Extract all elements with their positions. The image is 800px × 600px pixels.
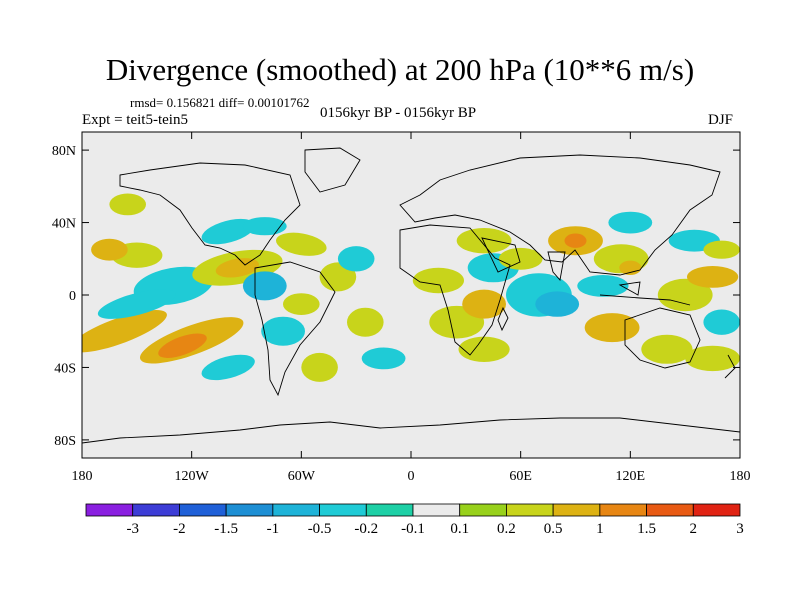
colorbar-swatch-5 <box>319 503 367 517</box>
anomaly-patch-24 <box>462 289 506 319</box>
anomaly-patch-15 <box>158 333 207 358</box>
x-tick-label-5: 120E <box>616 469 646 484</box>
anomaly-patch-35 <box>577 275 629 297</box>
colorbar-swatch-9 <box>506 503 554 517</box>
colorbar-swatch-6 <box>365 503 414 517</box>
y-tick-label-4: 80S <box>54 434 76 449</box>
axis-ticks: 180 120W 60W 0 60E 120E 180 80N 40N 0 40S 80S <box>52 132 751 484</box>
anomaly-patch-20 <box>347 307 384 337</box>
anomaly-patch-37 <box>608 211 653 234</box>
anomaly-patch-10 <box>283 293 320 315</box>
y-tick-label-1: 40N <box>52 217 76 232</box>
colorbar-label-13: 3 <box>736 521 744 537</box>
y-tick-label-3: 40S <box>54 361 76 376</box>
colorbar-label-8: 0.2 <box>497 521 516 537</box>
colorbar-label-0: -3 <box>126 521 139 537</box>
x-tick-label-6: 180 <box>730 469 751 484</box>
colorbar-label-4: -0.5 <box>308 521 332 537</box>
colorbar-swatch-13 <box>692 503 741 517</box>
colorbar-swatch-12 <box>646 503 694 517</box>
colorbar-swatch-11 <box>599 503 647 517</box>
anomaly-patch-39 <box>687 266 739 288</box>
plot-area: 180 120W 60W 0 60E 120E 180 80N 40N 0 40S 80S <box>52 131 751 484</box>
colorbar-label-2: -1.5 <box>214 521 238 537</box>
colorbar-swatch-4 <box>272 503 320 517</box>
anomaly-patch-2 <box>91 238 128 261</box>
anomaly-field <box>82 193 740 382</box>
colorbar-swatch-1 <box>132 503 180 517</box>
anomaly-patch-41 <box>703 240 740 259</box>
anomaly-patch-7 <box>242 217 287 236</box>
anomaly-patch-9 <box>242 271 287 301</box>
colorbar: -3 -2 -1.5 -1 -0.5 -0.2 -0.1 0.1 0.2 0.5 1 1.5 2 3 <box>85 503 744 537</box>
anomaly-patch-12 <box>337 246 375 272</box>
x-tick-label-0: 180 <box>72 469 93 484</box>
anomaly-patch-30 <box>535 291 580 317</box>
anomaly-patch-18 <box>261 316 305 346</box>
colorbar-swatch-8 <box>459 503 507 517</box>
chart-title: Divergence (smoothed) at 200 hPa (10**6 … <box>105 52 695 87</box>
experiment-label: Expt = teit5-tein5 <box>82 112 188 128</box>
anomaly-patch-8 <box>276 232 327 256</box>
colorbar-label-6: -0.1 <box>401 521 425 537</box>
anomaly-patch-22 <box>412 267 464 294</box>
x-tick-label-2: 60W <box>288 469 316 484</box>
anomaly-patch-32 <box>564 233 587 248</box>
colorbar-label-9: 0.5 <box>544 521 563 537</box>
colorbar-label-7: 0.1 <box>450 521 469 537</box>
colorbar-swatch-7 <box>412 503 461 517</box>
x-tick-label-3: 0 <box>408 469 415 484</box>
season-label: DJF <box>708 112 734 128</box>
anomaly-patch-21 <box>361 347 406 370</box>
anomaly-patch-43 <box>685 345 740 372</box>
colorbar-label-5: -0.2 <box>354 521 378 537</box>
colorbar-label-10: 1 <box>596 521 604 537</box>
anomaly-patch-19 <box>301 352 338 382</box>
colorbar-swatch-3 <box>225 503 274 517</box>
y-tick-label-0: 80N <box>52 144 76 159</box>
anomaly-patch-38 <box>657 278 713 312</box>
period-label: 0156kyr BP - 0156kyr BP <box>320 105 477 121</box>
anomaly-patch-17 <box>201 354 255 381</box>
anomaly-patch-16 <box>97 289 176 319</box>
coastlines <box>82 147 740 444</box>
anomaly-patch-44 <box>703 309 740 335</box>
colorbar-swatch-0 <box>85 503 134 517</box>
colorbar-label-11: 1.5 <box>637 521 656 537</box>
colorbar-label-3: -1 <box>267 521 280 537</box>
anomaly-patch-3 <box>109 193 146 216</box>
colorbar-swatch-10 <box>552 503 601 517</box>
anomaly-patch-27 <box>456 228 512 254</box>
anomaly-patch-6 <box>201 218 255 245</box>
anomaly-patch-13 <box>82 310 167 353</box>
colorbar-swatch-2 <box>179 503 227 517</box>
colorbar-label-1: -2 <box>173 521 186 537</box>
colorbar-label-12: 2 <box>690 521 698 537</box>
y-tick-label-2: 0 <box>69 289 76 304</box>
x-tick-label-4: 60E <box>509 469 532 484</box>
anomaly-patch-36 <box>584 313 640 343</box>
anomaly-patch-42 <box>641 334 693 364</box>
anomaly-patch-25 <box>458 336 510 362</box>
x-tick-label-1: 120W <box>175 469 210 484</box>
anomaly-patch-28 <box>498 247 543 270</box>
stats-label: rmsd= 0.156821 diff= 0.00101762 <box>130 95 310 110</box>
